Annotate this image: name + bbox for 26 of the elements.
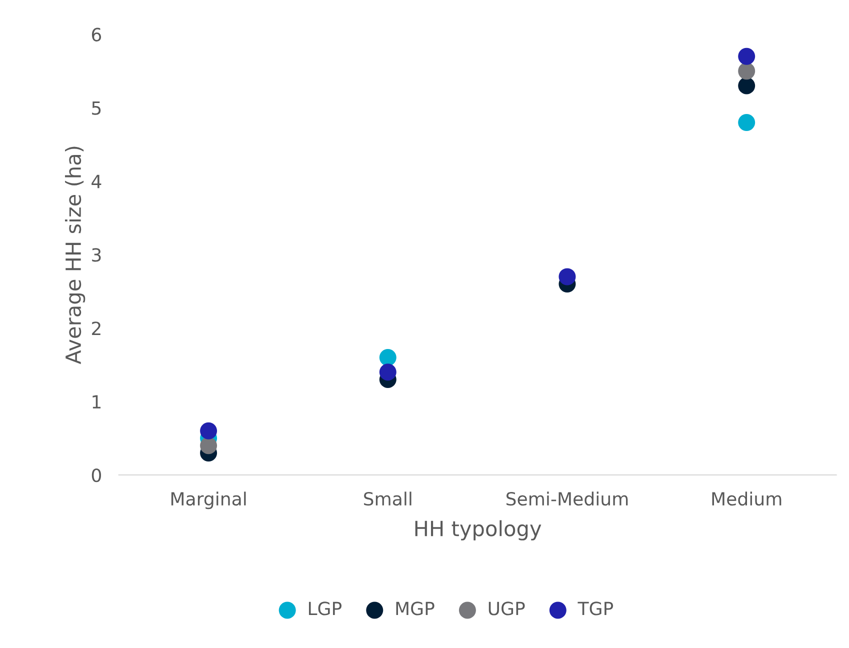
x-axis-title: HH typology xyxy=(415,520,542,540)
y-tick-label: 2 xyxy=(92,322,100,335)
point xyxy=(200,437,218,454)
legend-label: UGP xyxy=(488,602,525,616)
x-tick-label: Semi-Medium xyxy=(506,492,628,506)
x-tick-label: Marginal xyxy=(171,492,246,510)
y-axis-title: Average HH size (ha) xyxy=(64,146,86,364)
legend-label: MGP xyxy=(396,602,434,616)
x-tick-label: Medium xyxy=(712,492,782,506)
y-tick-label: 4 xyxy=(92,174,102,188)
point xyxy=(738,62,756,80)
legend-label: LGP xyxy=(308,602,342,616)
point xyxy=(379,348,396,366)
y-tick-label: 5 xyxy=(92,101,101,115)
y-tick-label: 3 xyxy=(92,248,101,262)
point xyxy=(200,422,218,440)
legend-label: TGP xyxy=(578,602,614,616)
x-tick-label: Small xyxy=(364,492,412,506)
point xyxy=(379,364,396,381)
y-tick-label: 0 xyxy=(92,468,101,482)
point xyxy=(738,77,756,94)
point xyxy=(738,114,756,131)
point xyxy=(558,268,576,286)
y-tick-label: 6 xyxy=(92,28,102,42)
y-tick-label: 1 xyxy=(92,395,101,408)
point xyxy=(738,48,756,65)
